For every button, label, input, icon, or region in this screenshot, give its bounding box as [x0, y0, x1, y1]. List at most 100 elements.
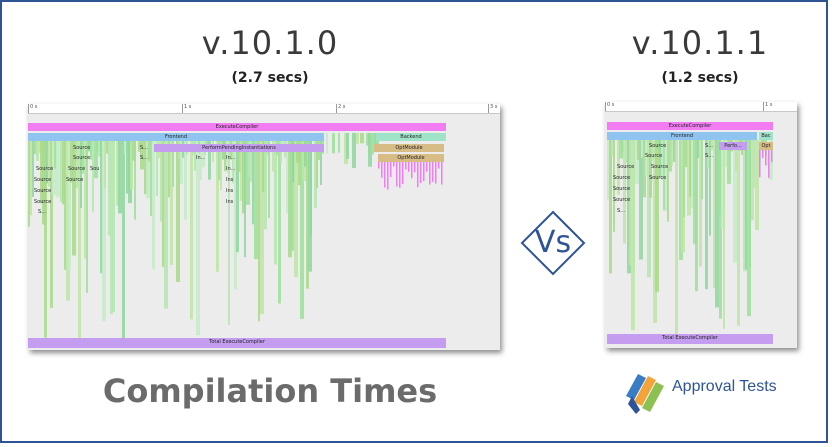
flame-stack [316, 141, 318, 189]
right-tick-0: 0 s [605, 102, 614, 111]
left-label: S... [140, 145, 148, 151]
flame-stack [82, 141, 84, 174]
flame-stack [196, 141, 200, 336]
flame-stack [709, 140, 711, 236]
flame-stack [360, 133, 364, 144]
flame-stack [727, 140, 731, 184]
flame-stack [190, 141, 193, 320]
left-label: Source [66, 177, 84, 183]
right-bar-execute: ExecuteCompiler [607, 122, 773, 130]
flame-stack [220, 141, 222, 191]
flame-stack [118, 141, 122, 214]
flame-stack [226, 141, 229, 173]
flame-stack [156, 141, 158, 196]
right-label: S... [705, 143, 713, 149]
flame-stack [184, 141, 187, 220]
flame-stack [236, 141, 239, 253]
flame-stack [84, 141, 87, 259]
flame-stack [621, 140, 624, 153]
flame-stack [88, 141, 91, 152]
flame-stack [216, 141, 219, 272]
flame-stack [737, 140, 740, 326]
flame-stack [272, 141, 274, 172]
flame-stack [753, 140, 755, 188]
right-flame-graph [607, 140, 773, 337]
flame-stack [320, 141, 322, 185]
flame-stack [234, 141, 237, 290]
flame-stack [625, 140, 628, 163]
flame-stack [663, 140, 665, 211]
flame-stack [671, 140, 673, 166]
flame-stack [683, 140, 685, 218]
flame-stack [695, 140, 698, 292]
flame-stack [613, 140, 615, 232]
left-tick-3: 3 s [488, 104, 497, 113]
flame-stack [749, 140, 751, 269]
flame-stack [146, 141, 150, 199]
flame-stack [148, 141, 151, 162]
flame-stack [102, 141, 106, 322]
left-tick-0: 0 s [28, 104, 37, 113]
flame-stack [635, 140, 639, 184]
flame-stack [623, 140, 626, 244]
left-time-label: (2.7 secs) [231, 70, 309, 86]
left-label: Source [34, 188, 52, 194]
flame-stack [44, 141, 47, 338]
flame-stack [160, 141, 162, 222]
approval-tests-logo-icon [626, 374, 664, 414]
flame-stack [138, 141, 141, 152]
flame-stack [168, 141, 170, 198]
right-trace-panel: 0 s 1 s ExecuteCompiler Frontend Bac Per… [605, 102, 797, 348]
vs-label: Vs [534, 225, 572, 260]
flame-stack [352, 133, 356, 169]
flame-stack [655, 140, 659, 292]
right-label: S... [705, 153, 713, 159]
flame-stack [396, 162, 398, 187]
flame-stack [258, 141, 260, 322]
flame-stack [280, 141, 282, 164]
right-time-label: (1.2 secs) [661, 70, 739, 86]
right-label: S... [617, 208, 625, 214]
flame-stack [100, 141, 103, 274]
flame-stack [771, 150, 773, 163]
right-bar-total: Total ExecuteCompiler [607, 334, 773, 344]
flame-stack [152, 141, 155, 270]
flame-stack [393, 162, 395, 167]
flame-stack [306, 141, 309, 289]
flame-stack [691, 140, 694, 209]
flame-stack [673, 140, 676, 162]
flame-stack [130, 141, 133, 190]
vs-diamond-icon [520, 210, 586, 276]
flame-stack [346, 133, 349, 159]
flame-stack [651, 140, 654, 162]
flame-stack [381, 162, 383, 178]
flame-stack [647, 140, 651, 278]
approval-tests-logo-text: Approval Tests [672, 378, 777, 395]
flame-stack [387, 162, 389, 190]
flame-stack [326, 133, 328, 154]
flame-stack [240, 141, 243, 201]
flame-stack [76, 141, 79, 189]
left-label: Source [73, 155, 91, 161]
right-label: Source [613, 175, 631, 181]
flame-stack [108, 141, 111, 236]
flame-stack [252, 141, 254, 225]
flame-stack [759, 150, 761, 178]
flame-stack [723, 140, 725, 330]
flame-stack [244, 141, 246, 258]
flame-stack [405, 162, 407, 170]
left-bar-backend: Backend [376, 133, 446, 141]
flame-stack [228, 141, 230, 325]
flame-stack [54, 141, 57, 169]
flame-stack [36, 141, 39, 161]
flame-stack [194, 141, 196, 171]
right-tick-1: 1 s [763, 102, 772, 111]
flame-stack [96, 141, 99, 152]
flame-stack [697, 140, 699, 158]
flame-stack [286, 141, 288, 213]
slide-title: Compilation Times [102, 372, 438, 410]
left-bar-opt-2: OptModule [378, 154, 444, 162]
flame-stack [110, 141, 113, 315]
flame-stack [218, 141, 221, 181]
flame-stack [733, 140, 737, 263]
